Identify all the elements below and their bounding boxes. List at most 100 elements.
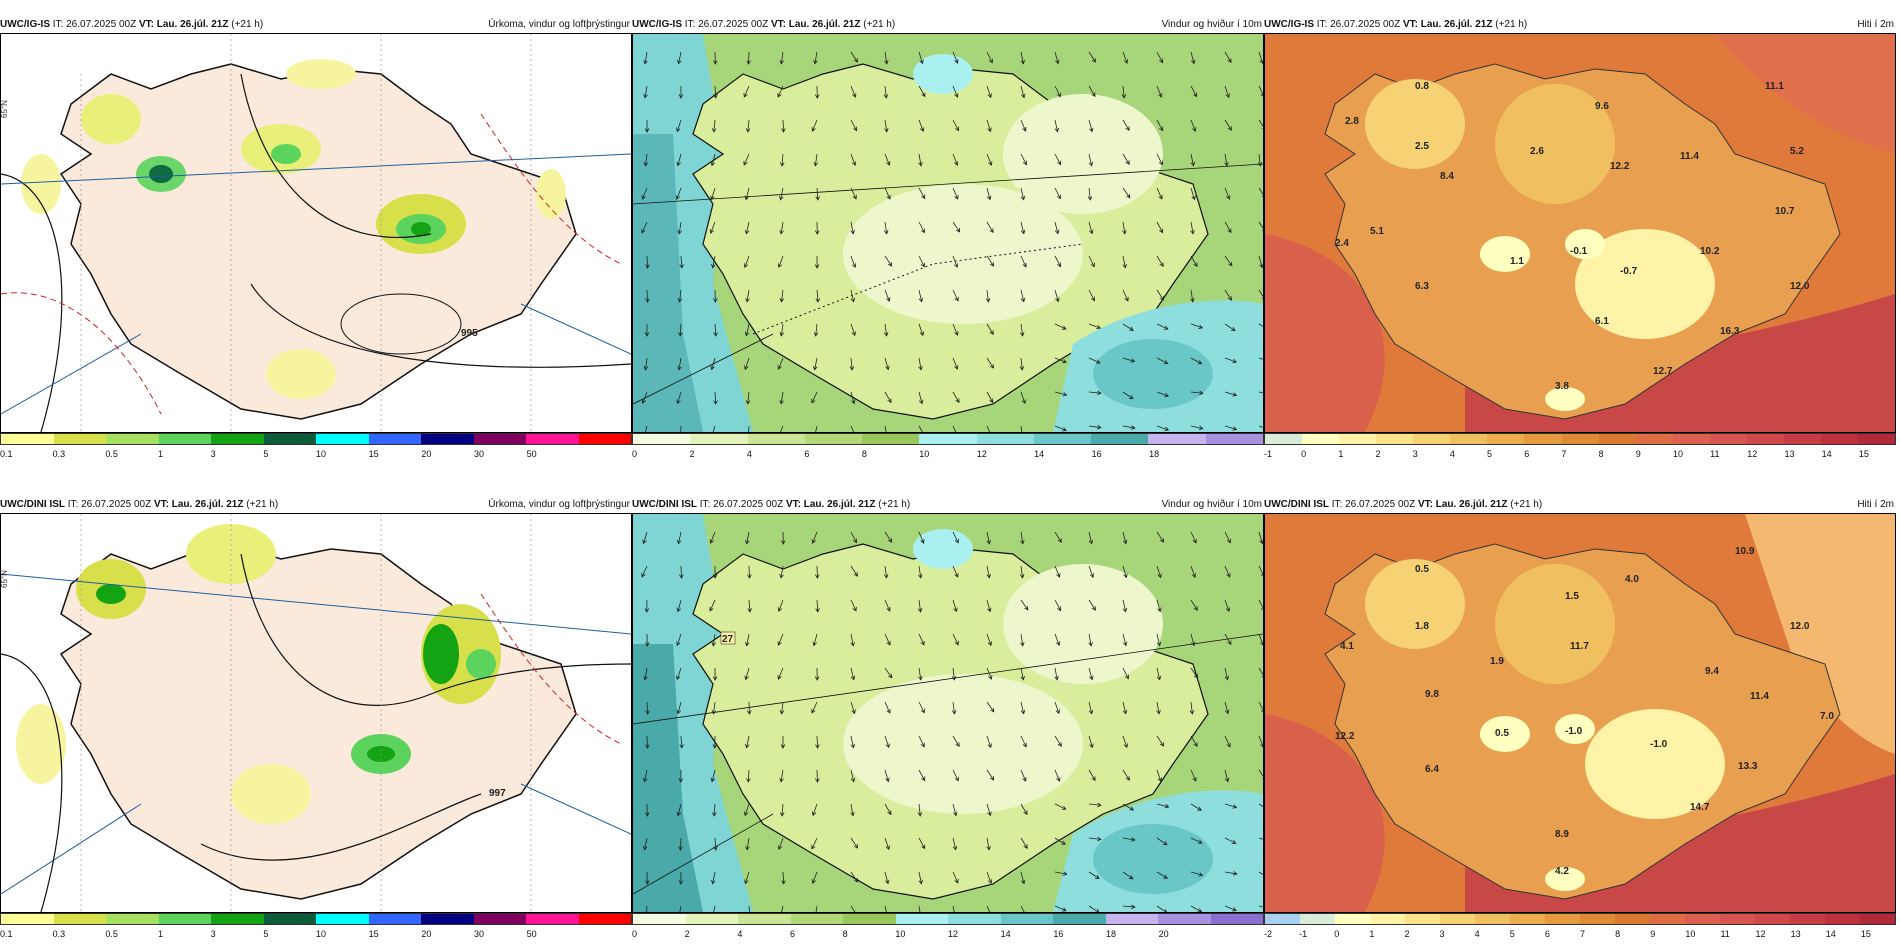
wind-arrow	[884, 667, 893, 679]
wind-arrow	[849, 357, 855, 371]
wind-arrow	[744, 187, 750, 201]
temperature-value-label: 0.8	[1415, 81, 1429, 92]
wind-arrow	[850, 667, 856, 681]
wind-arrow	[850, 289, 856, 303]
colorbar-swatch	[1524, 434, 1562, 444]
colorbar-tick-label: 5	[1487, 449, 1493, 459]
wind-arrow	[1258, 255, 1263, 269]
wind-arrow	[884, 599, 891, 612]
panel-header: UWC/IG-IS IT: 26.07.2025 00Z VT: Lau. 26…	[1264, 18, 1896, 32]
wind-arrow	[813, 323, 819, 337]
wind-arrow	[1088, 802, 1102, 808]
vt-label: VT:	[1417, 499, 1433, 510]
wind-arrow	[781, 871, 786, 885]
wind-arrow	[745, 531, 750, 545]
temperature-value-label: 4.0	[1625, 574, 1639, 585]
colorbar-ticks: 0.1 0.3 0.5 1 3 5 10 15 20 30 50	[0, 449, 632, 461]
it-label: IT:	[67, 499, 79, 510]
wind-arrow	[815, 565, 820, 579]
wind-arrow	[986, 599, 992, 613]
wind-arrow	[1054, 357, 1067, 364]
wind-arrow	[918, 289, 924, 303]
wind-arrow	[850, 905, 856, 912]
wind-arrow	[1190, 221, 1195, 235]
wind-map[interactable]: 27	[632, 513, 1264, 913]
temperature-value-label: 10.2	[1700, 246, 1720, 257]
colorbar-tick-label: 2	[1375, 449, 1381, 459]
wind-arrow	[884, 701, 891, 714]
wind-arrow	[1054, 153, 1062, 166]
wind-arrow	[884, 357, 890, 371]
temperature-value-label: 9.8	[1425, 689, 1439, 700]
wind-arrow	[1190, 803, 1202, 811]
wind-arrow	[952, 51, 959, 64]
it-value: 26.07.2025 00Z	[81, 499, 152, 510]
wind-arrow	[986, 51, 993, 64]
colorbar-tick-label: 12	[1755, 929, 1766, 939]
colorbar-tick-label: 20	[1158, 929, 1169, 939]
colorbar-swatch	[473, 434, 526, 444]
colorbar-swatch	[316, 434, 369, 444]
temperature-value-label: -0.7	[1620, 266, 1638, 277]
wind-arrow	[1224, 735, 1231, 748]
colorbar-tick-label: 3	[1439, 929, 1445, 939]
colorbar-tick-label: 5	[263, 929, 269, 939]
wind-arrow	[1190, 871, 1204, 877]
wind-arrow	[745, 735, 750, 749]
wind-arrow	[1190, 905, 1203, 912]
wind-arrow	[1190, 633, 1196, 647]
wind-arrow	[676, 701, 682, 715]
wind-arrow	[1122, 871, 1134, 880]
wind-arrow	[1156, 221, 1164, 234]
wind-arrow	[986, 357, 994, 369]
temperature-value-label: 7.0	[1820, 711, 1834, 722]
colorbar-swatch	[1561, 434, 1599, 444]
panel-title: Hiti í 2m	[1857, 499, 1894, 510]
temp-map[interactable]: 10.9 0.5 4.0 1.5 1.8 12.0 4.1 11.7 1.9 9.4 9.8 11.4…	[1264, 513, 1896, 913]
temperature-value-label: 1.5	[1565, 591, 1579, 602]
wind-arrow	[713, 837, 718, 851]
precip-map[interactable]: 995 65°N	[0, 33, 632, 433]
wind-arrow	[643, 51, 648, 65]
precip-map[interactable]: 997 65°N	[0, 513, 632, 913]
colorbar-swatch	[1091, 434, 1149, 444]
temp-map[interactable]: 0.8 11.1 2.8 9.6 2.5 2.6 12.2 11.4 5.2 8.4 10.7 5.1…	[1264, 33, 1896, 433]
wind-arrow	[1224, 289, 1232, 301]
it-label: IT:	[1331, 499, 1343, 510]
wind-arrow	[644, 323, 650, 337]
wind-arrow	[1020, 255, 1027, 268]
wind-arrow	[1054, 701, 1060, 715]
wind-arrow	[1190, 599, 1198, 611]
wind-arrow	[952, 565, 959, 578]
wind-arrow	[777, 85, 784, 98]
wind-map[interactable]	[632, 33, 1264, 433]
wind-arrow	[645, 255, 650, 269]
colorbar-tick-label: 0.3	[52, 449, 66, 459]
colorbar-tick-label: 8	[1598, 449, 1604, 459]
model-name: UWC/DINI ISL	[1264, 499, 1329, 510]
temperature-value-label: 4.2	[1555, 866, 1569, 877]
wind-arrow	[850, 599, 857, 612]
wind-arrow	[1088, 119, 1094, 133]
colorbar-tick-label: 50	[526, 449, 537, 459]
colorbar-swatch	[1033, 434, 1092, 444]
wind-arrow	[643, 85, 648, 99]
colorbar-swatch	[578, 914, 631, 924]
colorbar-tick-label: 4	[737, 929, 743, 939]
wind-arrow	[743, 85, 750, 98]
colorbar-swatch	[1783, 434, 1821, 444]
wind-arrow	[918, 667, 923, 681]
colorbar-tick-label: 15	[368, 449, 379, 459]
wind-arrow	[1088, 599, 1096, 611]
vt-value: Lau. 26.júl. 21Z	[803, 499, 876, 510]
wind-arrow	[918, 391, 924, 405]
wind-arrow	[1224, 323, 1236, 332]
wind-arrow	[1224, 357, 1238, 364]
wind-arrow	[952, 85, 959, 98]
wind-arrow	[1088, 701, 1094, 715]
colorbar-tick-label: 0	[632, 929, 638, 939]
wind-arrow	[1156, 323, 1169, 330]
wind-arrow	[917, 599, 923, 613]
wind-arrow	[1258, 357, 1263, 360]
model-name: UWC/IG-IS	[0, 19, 50, 30]
